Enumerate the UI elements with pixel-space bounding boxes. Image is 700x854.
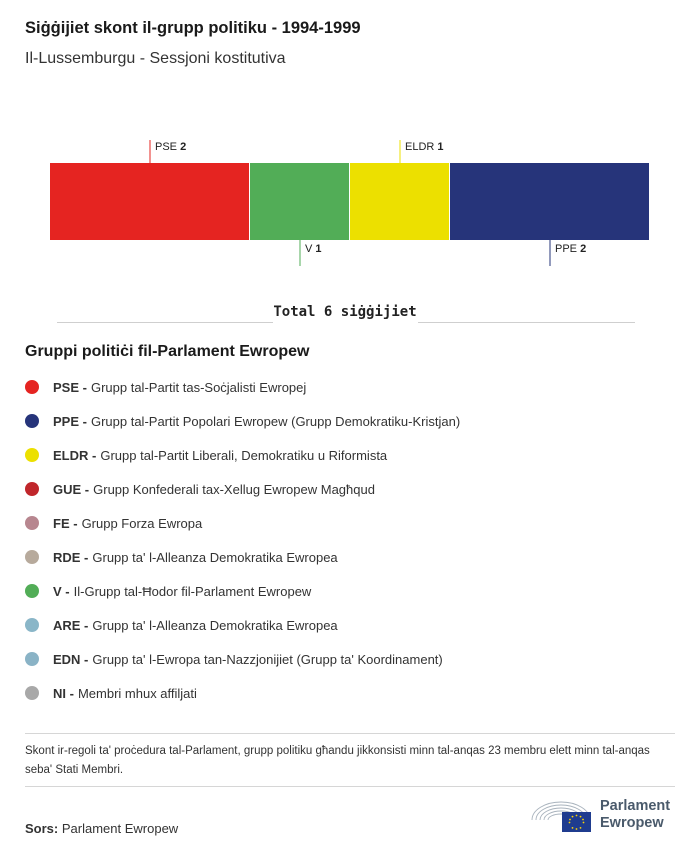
total-divider-left <box>57 322 273 323</box>
legend-item: EDN - Grupp ta' l-Ewropa tan-Nazzjonijiet… <box>25 642 685 676</box>
legend-color-dot <box>25 414 39 428</box>
logo-line-2: Ewropew <box>600 815 664 831</box>
legend-color-dot <box>25 380 39 394</box>
data-label-value: 1 <box>437 141 443 153</box>
data-label-ppe: PPE 2 <box>555 243 586 255</box>
data-label-category: ELDR <box>405 141 437 153</box>
legend-item: ARE - Grupp ta' l-Alleanza Demokratika Ew… <box>25 608 685 642</box>
legend-item: PSE - Grupp tal-Partit tas-Soċjalisti Ewr… <box>25 370 685 404</box>
bar-segment-ppe <box>450 163 649 240</box>
legend-abbreviation: PSE - <box>53 379 87 395</box>
bar-segment-v <box>250 163 349 240</box>
legend-abbreviation: ARE - <box>53 617 89 633</box>
legend-abbreviation: GUE - <box>53 481 90 497</box>
legend-color-dot <box>25 652 39 666</box>
legend-label: Membri mhux affiljati <box>77 685 197 701</box>
legend-abbreviation: V - <box>53 583 70 599</box>
legend-label: Grupp Konfederali tax-Xellug Ewropew Mag… <box>93 481 375 497</box>
logo-line-1: Parlament <box>600 798 671 814</box>
legend-label: Grupp ta' l-Ewropa tan-Nazzjonijiet (Gru… <box>92 651 443 667</box>
legend-color-dot <box>25 550 39 564</box>
legend-label: Grupp ta' l-Alleanza Demokratika Ewropea <box>92 549 338 565</box>
legend-label: Il-Grupp tal-Ħodor fil-Parlament Ewropew <box>73 583 312 599</box>
data-label-eldr: ELDR 1 <box>405 141 444 153</box>
bar-segment-eldr <box>350 163 449 240</box>
legend-item: RDE - Grupp ta' l-Alleanza Demokratika Ew… <box>25 540 685 574</box>
logo-wordmark: Parlament Ewropew <box>600 798 670 832</box>
legend-item: PPE - Grupp tal-Partit Popolari Ewropew (… <box>25 404 685 438</box>
legend-abbreviation: PPE - <box>53 413 87 429</box>
total-divider-right <box>418 322 635 323</box>
legend-color-dot <box>25 584 39 598</box>
legend-item: FE - Grupp Forza Ewropa <box>25 506 685 540</box>
source-line: Sors: Parlament Ewropew <box>25 821 178 836</box>
data-label-category: PSE <box>155 141 180 153</box>
legend-item: GUE - Grupp Konfederali tax-Xellug Ewrope… <box>25 472 685 506</box>
legend-abbreviation: NI - <box>53 685 74 701</box>
bar-segment-pse <box>50 163 249 240</box>
footnote: Skont ir-regoli ta' proċedura tal-Parlam… <box>25 745 650 776</box>
note-divider-top <box>25 733 675 734</box>
legend-item: NI - Membri mhux affiljati <box>25 676 685 710</box>
chart-title: Siġġijiet skont il-grupp politiku - 1994… <box>25 19 361 37</box>
legend-item: ELDR - Grupp tal-Partit Liberali, Demokra… <box>25 438 685 472</box>
legend-abbreviation: FE - <box>53 515 78 531</box>
note-divider-bottom <box>25 786 675 787</box>
legend: PSE - Grupp tal-Partit tas-Soċjalisti Ewr… <box>25 370 685 710</box>
source-value: Parlament Ewropew <box>61 821 179 836</box>
legend-title: Gruppi politiċi fil-Parlament Ewropew <box>25 343 310 360</box>
legend-color-dot <box>25 482 39 496</box>
legend-label: Grupp Forza Ewropa <box>81 515 203 531</box>
legend-label: Grupp tal-Partit tas-Soċjalisti Ewropej <box>90 379 307 395</box>
legend-color-dot <box>25 686 39 700</box>
legend-item: V - Il-Grupp tal-Ħodor fil-Parlament Ewro… <box>25 574 685 608</box>
data-label-value: 2 <box>180 141 186 153</box>
legend-color-dot <box>25 516 39 530</box>
parliament-hemicycle-icon <box>531 801 591 832</box>
legend-abbreviation: ELDR - <box>53 447 97 463</box>
legend-abbreviation: EDN - <box>53 651 89 667</box>
chart-subtitle: Il-Lussemburgu - Sessjoni kostitutiva <box>25 50 286 67</box>
source-label: Sors: <box>25 821 59 836</box>
legend-color-dot <box>25 618 39 632</box>
legend-label: Grupp tal-Partit Popolari Ewropew (Grupp… <box>90 413 461 429</box>
data-label-pse: PSE 2 <box>155 141 186 153</box>
data-label-v: V 1 <box>305 243 322 255</box>
legend-label: Grupp tal-Partit Liberali, Demokratiku u… <box>100 447 388 463</box>
data-label-category: V <box>305 243 315 255</box>
data-label-value: 2 <box>580 243 586 255</box>
legend-color-dot <box>25 448 39 462</box>
data-label-category: PPE <box>555 243 580 255</box>
data-label-value: 1 <box>315 243 321 255</box>
legend-abbreviation: RDE - <box>53 549 89 565</box>
total-seats-label: Total 6 siġġijiet <box>273 304 417 320</box>
european-parliament-logo: Parlament Ewropew <box>528 796 688 836</box>
legend-label: Grupp ta' l-Alleanza Demokratika Ewropea <box>92 617 338 633</box>
